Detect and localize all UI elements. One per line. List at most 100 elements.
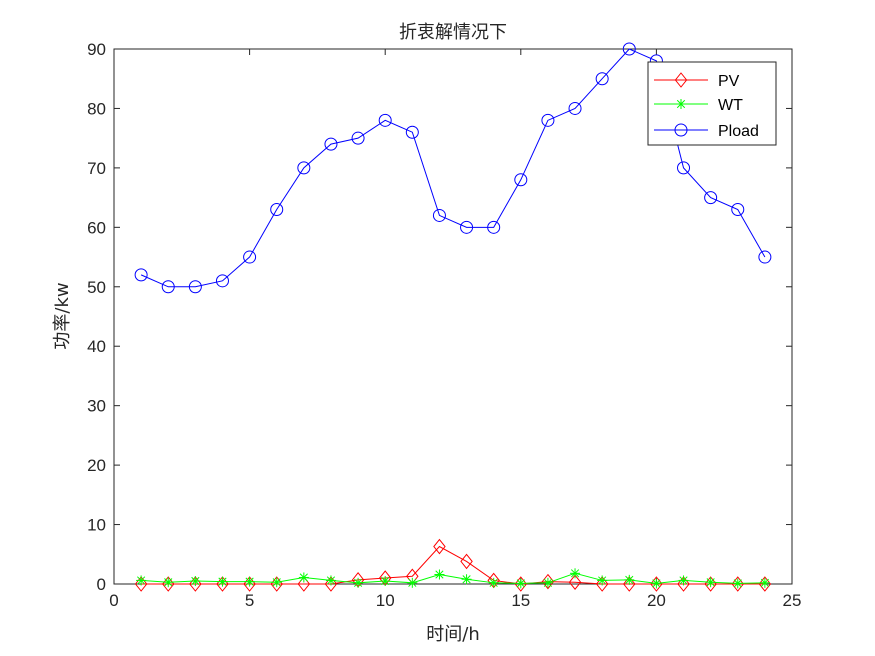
series-line-pv [141,545,765,585]
data-point-pload [704,191,718,205]
x-axis-label: 时间/h [426,624,479,645]
data-point-wt [163,577,174,588]
data-point-pv [731,576,745,592]
data-point-wt [488,577,499,588]
data-point-wt [217,576,228,587]
data-point-wt [542,577,553,588]
data-point-pv [623,576,636,592]
asterisk-stroke [733,579,742,588]
data-point-pload [460,220,474,234]
x-tick-label: 20 [647,591,666,610]
y-tick-label: 80 [87,99,106,118]
y-tick-label: 70 [87,159,106,178]
data-point-pload [405,125,419,139]
data-point-wt [298,572,309,583]
data-point-wt [515,578,526,589]
series-wt [136,568,770,589]
data-point-pload [677,161,691,175]
series-layer [134,42,772,592]
legend-entry-pload: Pload [654,123,759,140]
asterisk-stroke [245,577,254,586]
x-tick-label: 15 [511,591,530,610]
data-point-wt [678,575,689,586]
asterisk-stroke [543,578,553,587]
data-point-wt [570,568,581,579]
data-point-pv [433,538,446,555]
data-point-pv [460,553,473,570]
y-tick-label: 20 [87,456,106,475]
data-point-wt [325,575,336,586]
data-point-wt [136,575,147,586]
data-point-pv [758,576,772,592]
legend-marker-wt [676,99,686,109]
data-point-wt [597,575,608,586]
data-point-pload [541,113,555,127]
data-point-wt [624,574,635,585]
asterisk-stroke [462,575,471,584]
data-point-pv [568,574,582,591]
legend-entry-pv: PV [654,72,740,90]
data-point-pload [215,274,229,288]
y-tick-label: 40 [87,337,106,356]
asterisk-stroke [679,576,688,585]
data-point-pload [731,203,745,216]
data-point-pload [568,101,582,115]
data-point-pload [378,113,392,127]
data-point-pload [487,220,501,234]
data-point-pv [134,576,148,592]
asterisk-stroke [353,578,363,587]
y-tick-label: 10 [87,516,106,535]
x-tick-label: 0 [109,591,118,610]
legend: PV WT Pload [647,61,777,146]
y-tick-label: 90 [87,40,106,59]
data-point-pload [514,173,528,187]
asterisk-stroke [516,579,525,588]
data-point-pv [514,576,528,592]
asterisk-stroke [625,575,634,584]
y-tick-label: 0 [97,575,106,594]
data-point-pload [758,250,772,264]
data-point-pload [297,161,311,175]
data-point-wt [705,577,716,588]
data-point-pload [351,131,365,145]
asterisk-stroke [299,573,308,582]
data-point-pload [595,72,609,86]
asterisk-stroke [706,578,715,587]
data-point-pv [595,576,609,592]
data-point-pv [677,576,690,592]
data-point-pload [432,208,446,222]
asterisk-stroke [164,578,173,587]
legend-label-pv: PV [718,73,740,90]
data-point-pv [324,576,338,592]
data-point-wt [732,578,743,589]
x-tick-label: 25 [783,591,802,610]
asterisk-stroke [652,579,661,588]
asterisk-stroke [489,578,498,587]
legend-marker-pv [674,72,688,88]
asterisk-stroke [326,576,336,585]
y-tick-label: 60 [87,218,106,237]
data-point-wt [244,576,255,587]
data-point-wt [651,578,662,589]
data-point-pload [622,42,636,56]
data-point-wt [759,577,770,588]
y-axis-ticks: 0 10 20 30 40 50 60 70 80 90 [87,40,792,594]
asterisk-stroke [760,578,769,587]
legend-entry-wt: WT [654,97,743,114]
x-tick-label: 5 [245,591,254,610]
data-point-wt [271,577,282,588]
chart-title: 折衷解情况下 [399,22,507,43]
asterisk-stroke [218,577,227,586]
asterisk-stroke [570,569,580,578]
legend-label-pload: Pload [718,123,759,140]
x-tick-label: 10 [376,591,395,610]
legend-entries: PV WT Pload [654,72,759,140]
data-point-wt [434,569,445,580]
y-axis-label: 功率/kw [52,282,73,349]
asterisk-stroke [381,576,390,586]
legend-marker-pload [674,123,688,137]
asterisk-stroke [408,578,417,587]
data-point-pload [161,280,175,294]
asterisk-stroke [272,578,281,587]
